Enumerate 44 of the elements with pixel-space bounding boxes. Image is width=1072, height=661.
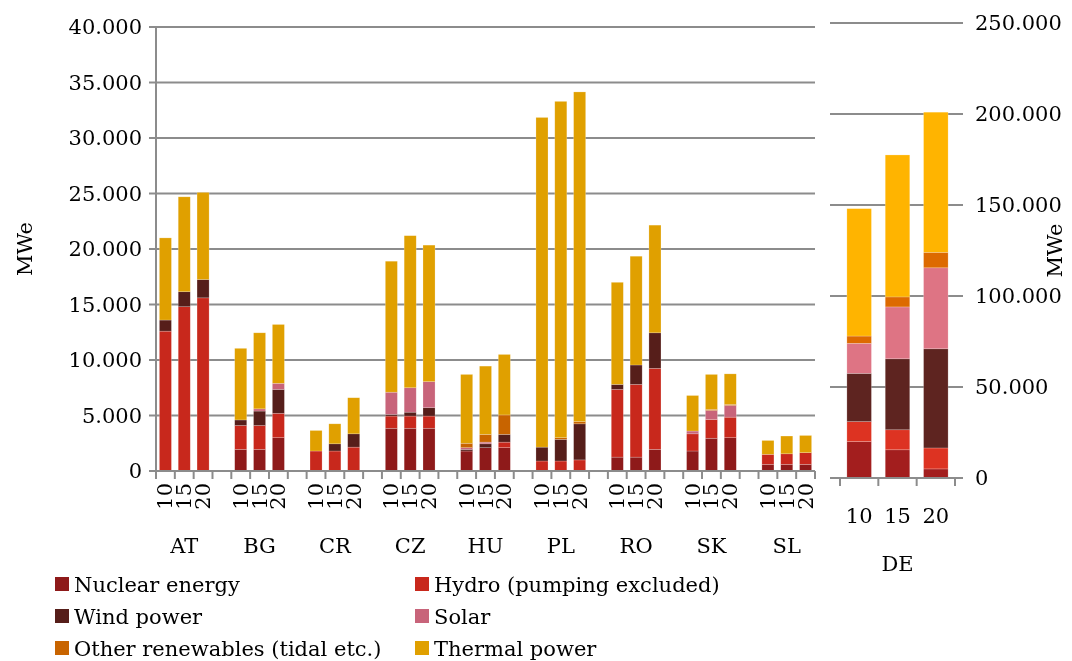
text: BG xyxy=(243,534,276,558)
legend-label: Thermal power xyxy=(434,637,598,661)
x-tick-label: 20 xyxy=(191,483,216,510)
y-tick-label: 100.000 xyxy=(975,284,1062,308)
text: CR xyxy=(318,534,352,558)
text: SK xyxy=(696,534,727,558)
x-tick-label: 20 xyxy=(492,483,517,510)
legend-label: Nuclear energy xyxy=(74,573,240,597)
y-tick-label: 25.000 xyxy=(68,181,142,206)
y-axis-title: MWe xyxy=(13,222,37,276)
y-tick-label: 30.000 xyxy=(68,126,142,150)
y-tick-label: 250.000 xyxy=(975,11,1062,35)
y-tick-label: 0 xyxy=(975,466,989,490)
x-tick-label: 20 xyxy=(922,504,950,528)
text: HU xyxy=(467,534,504,558)
legend-label: Hydro (pumping excluded) xyxy=(434,573,720,597)
y-tick-label: 20.000 xyxy=(68,237,142,261)
y-tick-label: 10.000 xyxy=(68,348,142,372)
y-tick-label: 150.000 xyxy=(975,193,1062,217)
x-tick-label: 10 xyxy=(454,483,479,510)
y-tick-label: 5.000 xyxy=(81,403,142,428)
text: AT xyxy=(169,534,199,558)
y-tick-label: 200.000 xyxy=(975,102,1062,126)
x-tick-label: 20 xyxy=(266,483,291,510)
x-tick-label: 20 xyxy=(417,483,442,510)
y-tick-label: 50.000 xyxy=(975,375,1049,399)
x-tick-label: 10 xyxy=(845,504,873,528)
x-tick-label: 10 xyxy=(228,483,253,510)
x-tick-label: 15 xyxy=(884,504,911,528)
x-axis-title: DE xyxy=(881,552,914,576)
x-tick-label: 20 xyxy=(642,483,667,510)
text: PL xyxy=(546,534,575,558)
text: SL xyxy=(772,534,801,558)
x-tick-label: 20 xyxy=(718,483,743,510)
y-tick-label: 35.000 xyxy=(68,70,142,95)
y-tick-label: 0 xyxy=(128,459,142,483)
y-tick-label: 15.000 xyxy=(68,292,142,317)
text: CZ xyxy=(394,534,426,558)
legend-label: Other renewables (tidal etc.) xyxy=(74,637,382,661)
legend-label: Solar xyxy=(434,605,492,629)
y-axis-title: MWe xyxy=(1043,223,1067,278)
text: RO xyxy=(619,534,653,558)
y-tick-label: 40.000 xyxy=(68,15,142,39)
legend-label: Wind power xyxy=(74,605,204,629)
